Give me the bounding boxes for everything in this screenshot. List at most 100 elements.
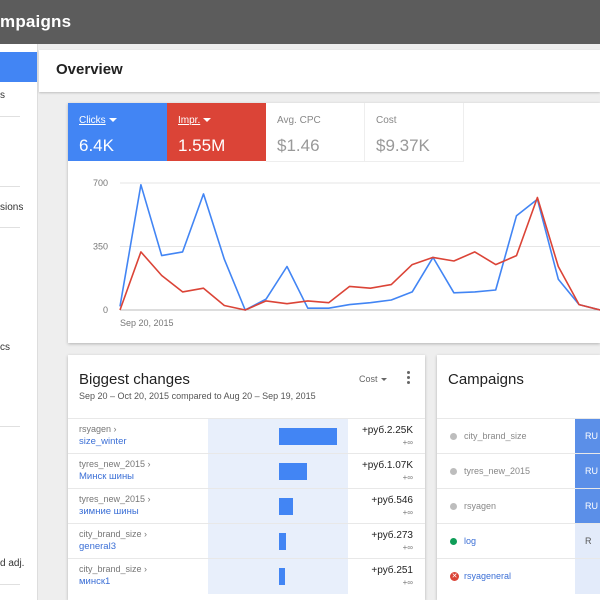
table-row[interactable]: rsyagen RU xyxy=(437,488,600,524)
sidebar-item-1[interactable]: s xyxy=(0,90,5,101)
campaign-name-link[interactable]: rsyageneral xyxy=(464,571,512,581)
bar-track xyxy=(208,524,348,559)
campaign-link[interactable]: rsyagen › xyxy=(79,424,117,434)
change-value: +руб.546 xyxy=(371,495,413,506)
table-row[interactable]: rsyagen › size_winter +руб.2.25K +∞ xyxy=(68,418,425,454)
paused-status-icon xyxy=(450,503,457,510)
sidebar-divider xyxy=(0,116,20,117)
table-row[interactable]: tyres_new_2015 › Минск шины +руб.1.07K +∞ xyxy=(68,453,425,489)
change-delta: +∞ xyxy=(402,578,413,587)
change-bar xyxy=(279,498,293,515)
sidebar-divider xyxy=(0,227,20,228)
paused-status-icon xyxy=(450,433,457,440)
campaign-name-link[interactable]: log xyxy=(464,536,477,546)
metric-clicks[interactable]: Clicks 6.4K xyxy=(68,103,167,161)
change-value: +руб.2.25K xyxy=(361,425,413,436)
change-bar xyxy=(279,533,286,550)
table-row[interactable]: city_brand_size › general3 +руб.273 +∞ xyxy=(68,523,425,559)
campaign-link[interactable]: city_brand_size › xyxy=(79,564,148,574)
dropdown-caret-icon xyxy=(108,118,117,123)
metric-clicks-label: Clicks xyxy=(79,115,106,126)
metric-impressions-label: Impr. xyxy=(178,115,201,126)
table-row[interactable]: tyres_new_2015 RU xyxy=(437,453,600,489)
bar-track xyxy=(208,489,348,524)
campaign-tag: RU xyxy=(575,489,600,524)
more-vert-icon[interactable] xyxy=(407,371,411,386)
overview-header: Overview xyxy=(39,50,600,92)
campaign-tag: RU xyxy=(575,454,600,489)
bar-track xyxy=(208,454,348,489)
y-tick-label: 350 xyxy=(93,242,108,252)
change-delta: +∞ xyxy=(402,508,413,517)
change-value: +руб.1.07K xyxy=(361,460,413,471)
adgroup-link[interactable]: минск1 xyxy=(79,576,111,587)
campaign-tag xyxy=(575,559,600,594)
page-title: Overview xyxy=(56,61,123,78)
sidebar-item-4[interactable]: d adj. xyxy=(0,558,25,569)
metric-cost-label: Cost xyxy=(376,115,397,126)
adgroup-link[interactable]: зимние шины xyxy=(79,506,139,517)
dropdown-caret-icon xyxy=(203,118,212,123)
metric-select-label: Cost xyxy=(359,374,378,384)
sidebar-divider xyxy=(0,426,20,427)
change-value: +руб.273 xyxy=(371,530,413,541)
line-chart: 700 350 0 Sep 20, 2015 xyxy=(93,178,600,328)
change-delta: +∞ xyxy=(402,473,413,482)
date-range: Sep 20 – Oct 20, 2015 compared to Aug 20… xyxy=(79,391,316,401)
performance-chart-card: Clicks 6.4K Impr. 1.55M Avg. CPC $1.46 C… xyxy=(68,103,600,343)
campaign-link[interactable]: tyres_new_2015 › xyxy=(79,494,151,504)
sidebar-item-3[interactable]: cs xyxy=(0,342,10,353)
campaign-tag: RU xyxy=(575,419,600,454)
change-bar xyxy=(279,568,285,585)
metric-impressions-value: 1.55M xyxy=(178,136,226,155)
campaign-tag: R xyxy=(575,524,600,559)
series-line-impressions xyxy=(119,196,600,311)
sidebar-item-2[interactable]: sions xyxy=(0,202,24,213)
table-row[interactable]: log R xyxy=(437,523,600,559)
campaign-name-link[interactable]: rsyagen xyxy=(464,501,497,511)
change-delta: +∞ xyxy=(402,438,413,447)
change-bar xyxy=(279,428,337,445)
table-row[interactable]: city_brand_size RU xyxy=(437,418,600,454)
sidebar: s sions cs d adj. xyxy=(0,44,38,600)
bar-track xyxy=(208,559,348,594)
metric-impressions[interactable]: Impr. 1.55M xyxy=(167,103,266,161)
metric-clicks-value: 6.4K xyxy=(79,136,114,155)
metric-cost-value: $9.37K xyxy=(376,136,430,155)
campaign-link[interactable]: city_brand_size › xyxy=(79,529,148,539)
y-tick-label: 700 xyxy=(93,178,108,188)
metric-divider xyxy=(266,161,464,162)
metric-select[interactable]: Cost xyxy=(359,374,387,384)
y-tick-label: 0 xyxy=(103,305,108,315)
removed-status-icon: ✕ xyxy=(450,572,459,581)
campaign-link[interactable]: tyres_new_2015 › xyxy=(79,459,151,469)
campaign-name-link[interactable]: tyres_new_2015 xyxy=(464,466,531,476)
paused-status-icon xyxy=(450,468,457,475)
table-row[interactable]: ✕ rsyageneral xyxy=(437,558,600,594)
change-value: +руб.251 xyxy=(371,565,413,576)
enabled-status-icon xyxy=(450,538,457,545)
biggest-changes-card: Biggest changes Sep 20 – Oct 20, 2015 co… xyxy=(68,355,425,600)
campaign-name-link[interactable]: city_brand_size xyxy=(464,431,527,441)
metric-avg-cpc-value: $1.46 xyxy=(277,136,320,155)
app-title: mpaigns xyxy=(0,12,72,31)
metric-cost[interactable]: Cost $9.37K xyxy=(365,103,464,161)
series-line-clicks xyxy=(119,184,600,311)
top-app-bar: mpaigns xyxy=(0,0,600,44)
table-row[interactable]: city_brand_size › минск1 +руб.251 +∞ xyxy=(68,558,425,594)
dropdown-caret-icon xyxy=(380,378,387,382)
metric-avg-cpc[interactable]: Avg. CPC $1.46 xyxy=(266,103,365,161)
sidebar-divider xyxy=(0,584,20,585)
change-delta: +∞ xyxy=(402,543,413,552)
metric-avg-cpc-label: Avg. CPC xyxy=(277,115,321,126)
adgroup-link[interactable]: general3 xyxy=(79,541,116,552)
change-bar xyxy=(279,463,307,480)
adgroup-link[interactable]: size_winter xyxy=(79,436,127,447)
table-row[interactable]: tyres_new_2015 › зимние шины +руб.546 +∞ xyxy=(68,488,425,524)
adgroup-link[interactable]: Минск шины xyxy=(79,471,135,482)
sidebar-item-active[interactable] xyxy=(0,52,37,82)
x-tick-label: Sep 20, 2015 xyxy=(120,318,174,328)
card-title: Campaigns xyxy=(448,371,524,388)
card-title: Biggest changes xyxy=(79,371,190,388)
campaigns-card: Campaigns city_brand_size RU tyres_new_201… xyxy=(437,355,600,600)
